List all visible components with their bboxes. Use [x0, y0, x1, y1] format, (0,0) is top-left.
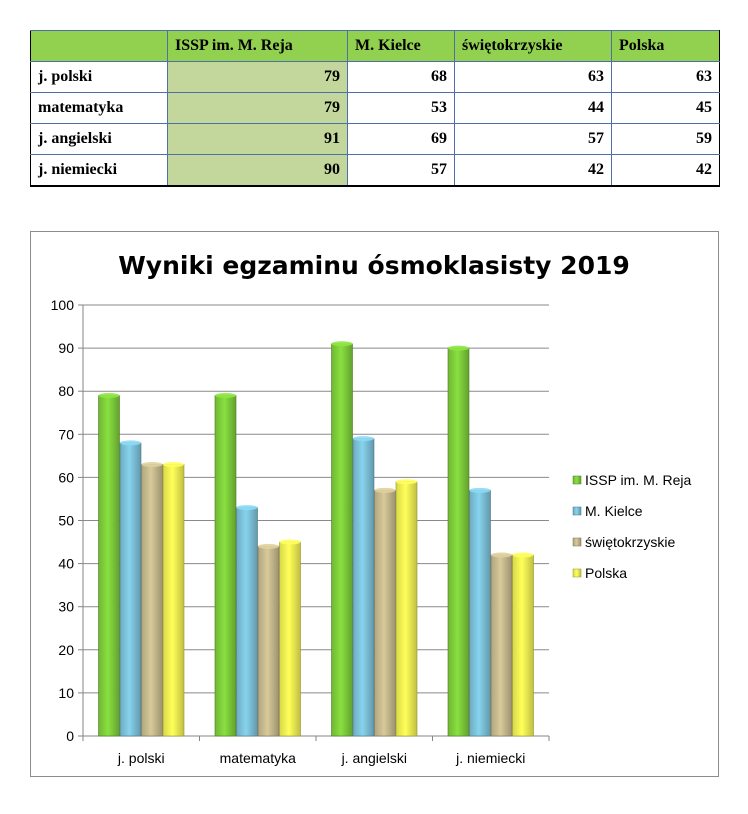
legend-swatch — [572, 537, 582, 547]
score-cell: 63 — [454, 61, 612, 94]
score-cell: 79 — [167, 61, 348, 94]
y-tick-label: 60 — [58, 469, 74, 485]
subject-cell: matematyka — [30, 92, 168, 125]
chart-title: Wyniki egzaminu ósmoklasisty 2019 — [118, 251, 630, 280]
score-cell: 91 — [167, 123, 348, 156]
bar-top — [258, 543, 279, 549]
bar-top — [353, 436, 374, 442]
y-tick-label: 80 — [58, 383, 74, 399]
y-tick-label: 50 — [58, 513, 74, 529]
category-label: j. polski — [117, 750, 165, 766]
score-cell: 42 — [611, 154, 720, 188]
header-cell-empty — [30, 29, 168, 63]
score-cell: 79 — [167, 92, 348, 125]
score-cell: 69 — [347, 123, 455, 156]
score-cell: 57 — [347, 154, 455, 188]
table-row: matematyka 79 53 44 45 — [30, 92, 720, 125]
bar — [214, 395, 237, 737]
y-tick-label: 100 — [51, 297, 75, 313]
header-cell: świętokrzyskie — [454, 29, 612, 63]
bar — [447, 347, 470, 737]
legend-swatch — [572, 568, 582, 578]
bar — [257, 546, 280, 737]
chart-area: Wyniki egzaminu ósmoklasisty 2019 0 10 20 30… — [30, 231, 719, 777]
bar-top — [236, 505, 258, 511]
score-cell: 68 — [347, 61, 455, 94]
legend-label: Polska — [585, 565, 627, 581]
legend-swatch — [572, 506, 582, 516]
score-cell: 42 — [454, 154, 612, 188]
y-tick-label: 20 — [58, 642, 74, 658]
bar-top — [331, 341, 353, 347]
legend-swatch — [572, 475, 582, 485]
bar — [162, 464, 185, 737]
bar-top — [374, 487, 396, 493]
bar-top — [98, 393, 120, 399]
y-tick-label: 90 — [58, 340, 74, 356]
header-cell: M. Kielce — [347, 29, 455, 63]
bar — [512, 554, 534, 737]
score-cell: 57 — [454, 123, 612, 156]
header-cell: Polska — [611, 29, 720, 63]
y-tick-label: 70 — [58, 426, 74, 442]
category-label: matematyka — [220, 750, 296, 766]
bar — [279, 541, 301, 737]
y-tick-label: 40 — [58, 556, 74, 572]
bar-top — [141, 461, 163, 467]
score-cell: 63 — [611, 61, 720, 94]
bar — [331, 343, 353, 737]
bar-top — [491, 552, 512, 558]
table-row: j. niemiecki 90 57 42 42 — [30, 154, 720, 188]
y-tick-label: 30 — [58, 599, 74, 615]
legend-label: M. Kielce — [585, 503, 643, 519]
bar — [98, 395, 120, 737]
score-cell: 59 — [611, 123, 720, 156]
bar-top — [163, 461, 184, 467]
subject-cell: j. polski — [30, 61, 168, 94]
bar-top — [215, 393, 236, 399]
category-label: j. niemiecki — [455, 750, 525, 766]
bar — [352, 438, 375, 737]
table-row: j. polski 79 68 63 63 — [30, 61, 720, 94]
bar — [141, 464, 163, 737]
legend-label: ISSP im. M. Reja — [585, 472, 692, 488]
bar-top — [448, 345, 469, 351]
table-header-row: ISSP im. M. Reja M. Kielce świętokrzyskie P… — [30, 29, 720, 63]
table-row: j. angielski 91 69 57 59 — [30, 123, 720, 156]
bar — [119, 442, 142, 737]
category-label: j. angielski — [341, 750, 407, 766]
score-cell: 90 — [167, 154, 348, 188]
bar-top — [120, 440, 141, 446]
bar — [374, 490, 396, 737]
bar-top — [512, 552, 534, 558]
bar-top — [279, 539, 301, 545]
score-cell: 45 — [611, 92, 720, 125]
score-cell: 44 — [454, 92, 612, 125]
results-table: ISSP im. M. Reja M. Kielce świętokrzyskie P… — [30, 29, 720, 188]
subject-cell: j. niemiecki — [30, 154, 168, 188]
bar — [236, 507, 258, 737]
bar-top — [469, 487, 491, 493]
bar — [469, 490, 491, 737]
bar — [395, 481, 418, 737]
score-cell: 53 — [347, 92, 455, 125]
bar-top — [396, 479, 417, 485]
y-tick-label: 0 — [66, 728, 74, 744]
header-cell: ISSP im. M. Reja — [167, 29, 348, 63]
bar-chart: Wyniki egzaminu ósmoklasisty 2019 0 10 20 30… — [51, 251, 692, 766]
subject-cell: j. angielski — [30, 123, 168, 156]
legend-label: świętokrzyskie — [585, 534, 675, 550]
y-tick-label: 10 — [58, 685, 74, 701]
bar — [490, 554, 513, 737]
